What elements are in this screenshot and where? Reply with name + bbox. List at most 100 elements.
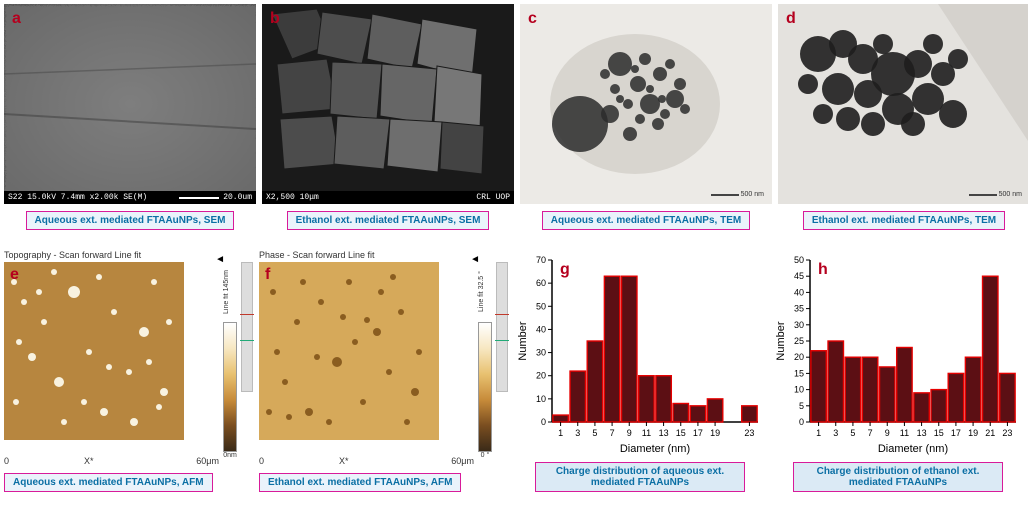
svg-text:9: 9 <box>885 428 890 438</box>
afm-e-x0: 0 <box>4 456 9 466</box>
caption-h: Charge distribution of ethanol ext. medi… <box>793 462 1003 492</box>
afm-f-xmax: 60μm <box>451 456 474 466</box>
caption-b-wrap: Ethanol ext. mediated FTAAuNPs, SEM <box>262 210 514 230</box>
tem-c-svg <box>520 4 772 204</box>
svg-text:10: 10 <box>536 394 546 404</box>
svg-text:g: g <box>560 261 570 278</box>
afm-e-gauge-wrap: Topography range <box>241 262 253 452</box>
panel-label-c: c <box>528 10 537 28</box>
svg-text:40: 40 <box>794 287 804 297</box>
afm-f-ramp-bot: 0 ° <box>478 452 492 459</box>
sem-a-svg <box>4 4 256 204</box>
afm-f-image: f 0 X* 60μm ◄ <box>259 262 474 452</box>
svg-text:Number: Number <box>775 321 787 360</box>
sem-image-a: a S22 15.0kV 7.4mm x2.00k SE(M) 20.0um <box>4 4 256 204</box>
svg-text:Number: Number <box>517 321 529 360</box>
svg-text:19: 19 <box>710 428 720 438</box>
caption-a: Aqueous ext. mediated FTAAuNPs, SEM <box>26 211 235 230</box>
tem-image-d: d 500 nm <box>778 4 1028 204</box>
caption-a-wrap: Aqueous ext. mediated FTAAuNPs, SEM <box>4 210 256 230</box>
svg-text:23: 23 <box>1002 428 1012 438</box>
svg-text:h: h <box>818 261 828 278</box>
tem-d-scale-text: 500 nm <box>999 191 1022 198</box>
tem-d-svg <box>778 4 1028 204</box>
caption-d-wrap: Ethanol ext. mediated FTAAuNPs, TEM <box>778 210 1028 230</box>
afm-e-ramp-bot: 0nm <box>223 452 237 459</box>
svg-text:17: 17 <box>693 428 703 438</box>
afm-e-ramp-wrap: Line fit 145nm 0nm <box>223 262 237 452</box>
svg-text:20: 20 <box>536 371 546 381</box>
svg-text:23: 23 <box>744 428 754 438</box>
tem-c-scalebar: 500 nm <box>711 191 764 198</box>
caption-d: Ethanol ext. mediated FTAAuNPs, TEM <box>803 211 1005 230</box>
afm-e-gauge <box>241 262 253 392</box>
panel-label-d: d <box>786 10 796 28</box>
svg-text:10: 10 <box>794 385 804 395</box>
panel-label-a: a <box>12 10 21 28</box>
afm-e-ramp-top: Line fit 145nm <box>223 262 230 322</box>
svg-text:3: 3 <box>833 428 838 438</box>
panel-b: b X2,500 10μm CRL UOP Ethanol ext. media… <box>262 4 514 230</box>
svg-text:Diameter (nm): Diameter (nm) <box>620 443 690 455</box>
caption-g: Charge distribution of aqueous ext. medi… <box>535 462 745 492</box>
svg-text:11: 11 <box>900 428 909 438</box>
svg-text:3: 3 <box>575 428 580 438</box>
chart-h-svg: 051015202530354045501357911131517192123N… <box>772 248 1024 458</box>
svg-text:30: 30 <box>794 320 804 330</box>
afm-f-svg <box>259 262 439 440</box>
svg-text:25: 25 <box>794 336 804 346</box>
tem-c-scale-text: 500 nm <box>741 191 764 198</box>
svg-text:1: 1 <box>558 428 563 438</box>
afm-f-ramp-top: Line fit 32.5 ° <box>478 262 485 322</box>
afm-e-ramp <box>223 322 237 452</box>
panel-label-f: f <box>265 266 270 284</box>
svg-text:50: 50 <box>794 255 804 265</box>
sem-image-b: b X2,500 10μm CRL UOP <box>262 4 514 204</box>
svg-text:19: 19 <box>968 428 978 438</box>
sem-b-svg <box>262 4 514 204</box>
svg-text:45: 45 <box>794 271 804 281</box>
tem-image-c: c 500 nm <box>520 4 772 204</box>
svg-text:0: 0 <box>799 417 804 427</box>
chart-g-svg: 01020304050607013579111315171923NumberDi… <box>514 248 766 458</box>
afm-f-xlabel: X* <box>339 456 349 466</box>
svg-text:1: 1 <box>816 428 821 438</box>
sem-a-scalebar: 20.0um <box>179 193 252 202</box>
svg-text:15: 15 <box>794 368 804 378</box>
panel-d: d 500 nm Ethanol ext. mediated FTAAuNPs,… <box>778 4 1028 230</box>
svg-text:30: 30 <box>536 348 546 358</box>
caption-e: Aqueous ext. mediated FTAAuNPs, AFM <box>4 473 213 492</box>
svg-text:70: 70 <box>536 255 546 265</box>
afm-e-container: e 0 X* 60μm ◄ Line fit 145nm 0nm Topogra… <box>4 262 253 452</box>
afm-e-xmax: 60μm <box>196 456 219 466</box>
sem-a-infobar: S22 15.0kV 7.4mm x2.00k SE(M) 20.0um <box>4 191 256 204</box>
svg-text:60: 60 <box>536 278 546 288</box>
afm-f-gauge <box>496 262 508 392</box>
svg-text:13: 13 <box>659 428 669 438</box>
afm-f-container: f 0 X* 60μm ◄ Line fit 32.5 ° 0 ° Phase … <box>259 262 508 452</box>
svg-text:50: 50 <box>536 301 546 311</box>
svg-text:5: 5 <box>850 428 855 438</box>
sem-b-infobar: X2,500 10μm CRL UOP <box>262 191 514 204</box>
caption-f-wrap: Ethanol ext. mediated FTAAuNPs, AFM <box>259 472 508 492</box>
afm-e-svg <box>4 262 184 440</box>
panel-e: Topography - Scan forward Line fit e 0 X… <box>4 248 253 492</box>
svg-text:40: 40 <box>536 324 546 334</box>
panel-c: c 500 nm Aqueous ext. mediated FTAAuNPs,… <box>520 4 772 230</box>
svg-text:35: 35 <box>794 304 804 314</box>
svg-text:Diameter (nm): Diameter (nm) <box>878 443 948 455</box>
svg-text:21: 21 <box>985 428 995 438</box>
svg-text:13: 13 <box>917 428 927 438</box>
caption-e-wrap: Aqueous ext. mediated FTAAuNPs, AFM <box>4 472 253 492</box>
caption-c-wrap: Aqueous ext. mediated FTAAuNPs, TEM <box>520 210 772 230</box>
caption-h-wrap: Charge distribution of ethanol ext. medi… <box>772 462 1024 492</box>
afm-e-image: e 0 X* 60μm ◄ <box>4 262 219 452</box>
panel-label-e: e <box>10 266 19 284</box>
caption-b: Ethanol ext. mediated FTAAuNPs, SEM <box>287 211 490 230</box>
svg-text:7: 7 <box>868 428 873 438</box>
sem-a-info-text: S22 15.0kV 7.4mm x2.00k SE(M) <box>8 193 147 202</box>
afm-f-x0: 0 <box>259 456 264 466</box>
afm-f-ramp <box>478 322 492 452</box>
sem-b-info-left: X2,500 10μm <box>266 193 319 202</box>
afm-f-gauge-wrap: Phase range <box>496 262 508 452</box>
